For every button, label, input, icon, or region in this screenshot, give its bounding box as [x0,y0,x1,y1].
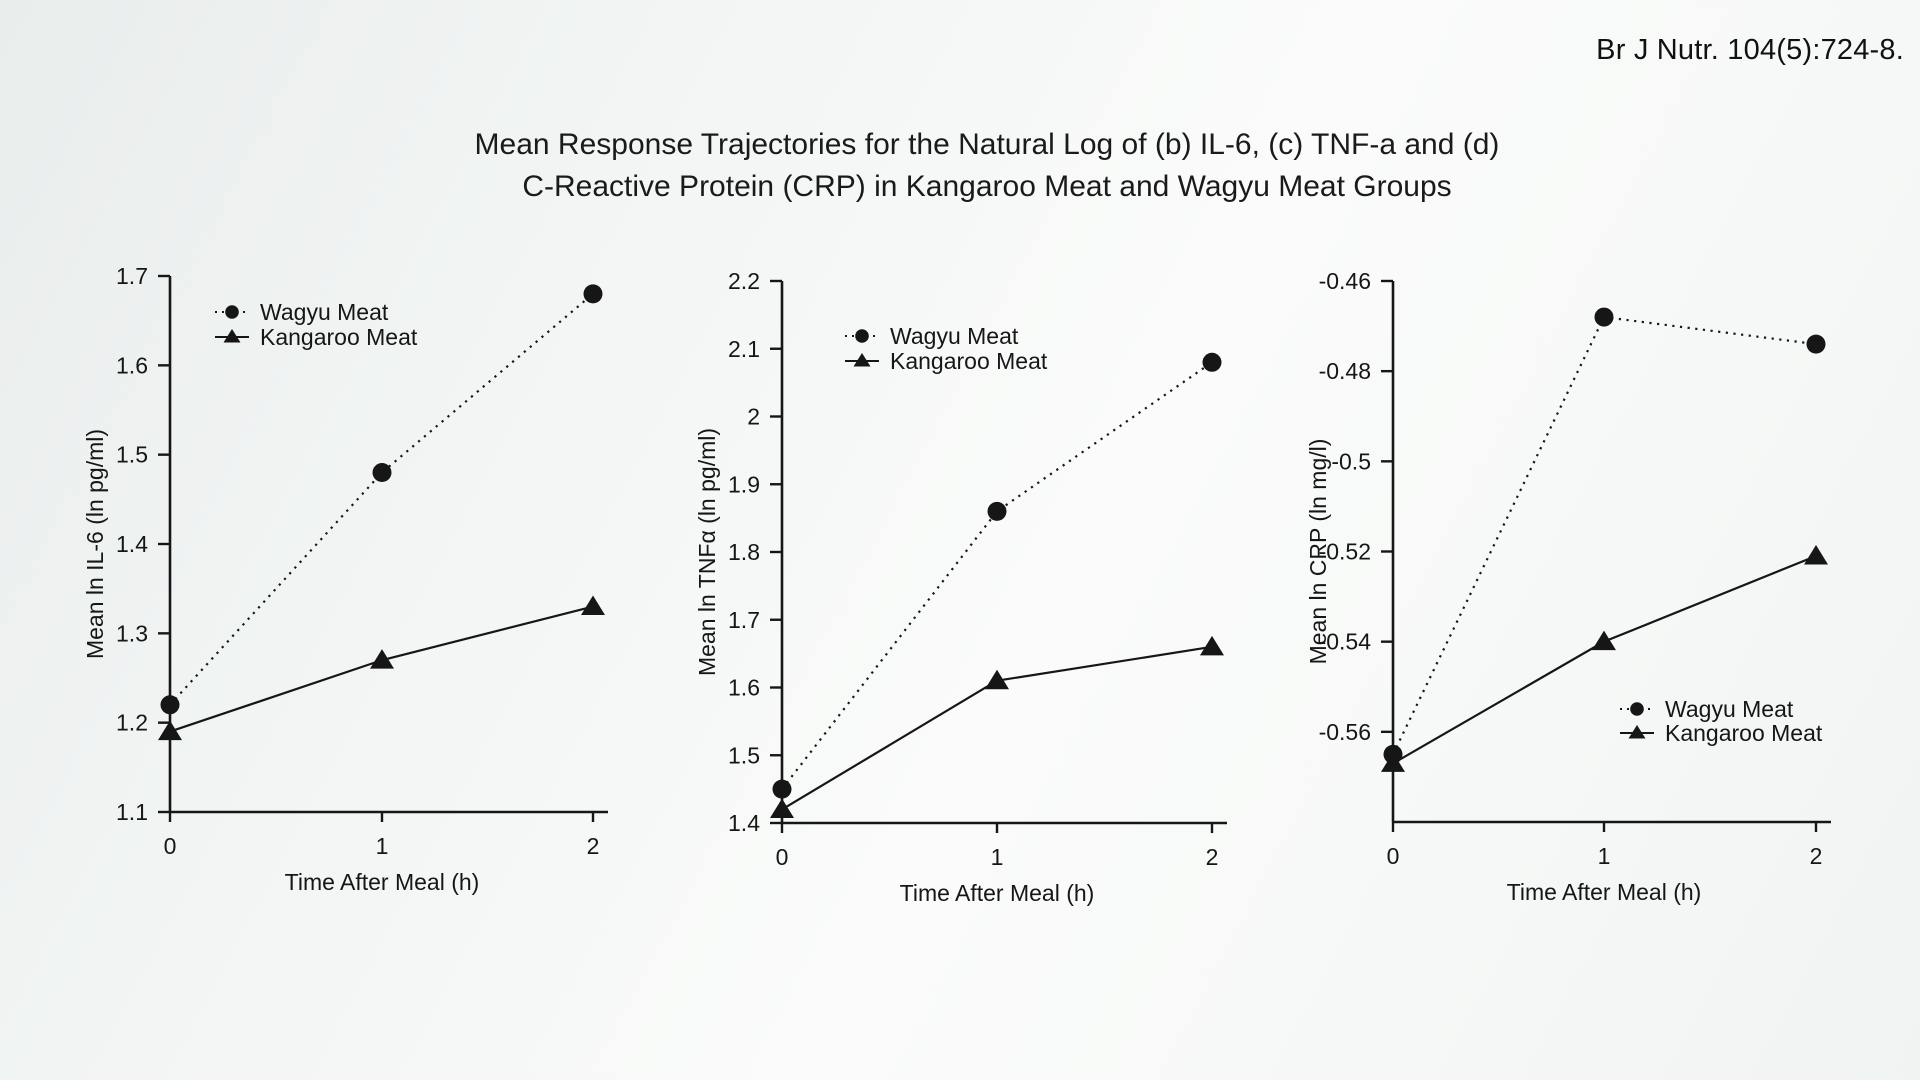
series-line-wagyu [169,293,594,706]
x-tick-label: 2 [587,833,600,859]
data-point-marker-triangle [581,595,605,616]
y-axis-label: Mean ln IL-6 (ln pg/ml) [82,429,108,659]
x-tick-label: 1 [376,833,389,859]
y-tick-label: 1.3 [116,620,148,646]
series-line-kangaroo [169,605,594,733]
data-point-marker-triangle [985,669,1009,690]
series-line-wagyu [1392,315,1817,755]
data-point-marker-triangle [1592,630,1616,651]
y-tick-label: 2 [747,404,760,430]
y-tick-label: 1.5 [116,442,148,468]
citation-text: Br J Nutr. 104(5):724-8. [1596,34,1904,66]
y-tick-label: 1.4 [728,810,760,836]
x-tick-label: 1 [1598,843,1611,869]
x-tick-label: 0 [1387,843,1400,869]
y-tick-label: 1.2 [116,710,148,736]
x-tick-label: 2 [1810,843,1823,869]
y-tick-label: 1.9 [728,471,760,497]
data-point-marker-circle [372,463,392,483]
y-tick-label: -0.56 [1319,719,1371,745]
chart-crp: -0.46 -0.48 -0.5 -0.52 -0.54 -0.56 0 1 2 Time Aft… [1305,268,1831,905]
data-point-marker-circle [1806,334,1826,354]
data-point-marker-triangle [1381,752,1405,772]
data-point-marker-triangle [370,649,394,669]
legend-label: Kangaroo Meat [260,324,418,350]
data-point-marker-circle [855,329,869,343]
x-tick-label: 2 [1206,844,1219,870]
series-line-wagyu [781,361,1213,790]
data-point-marker-triangle [853,353,871,367]
data-point-marker-circle [772,779,792,799]
data-point-marker-circle [1202,352,1222,372]
x-axis-label: Time After Meal (h) [285,869,480,895]
y-tick-label: 2.1 [728,336,760,362]
data-point-marker-triangle [1628,725,1646,739]
data-point-marker-triangle [1804,545,1828,565]
figure-title: Mean Response Trajectories for the Natur… [27,124,1920,208]
chart-il6: 1.1 1.2 1.3 1.4 1.5 1.6 1.7 0 1 2 Time After Meal … [82,263,608,895]
legend-label: Wagyu Meat [890,323,1019,349]
data-point-marker-circle [225,305,239,319]
x-tick-label: 0 [776,844,789,870]
figure-title-line2: C-Reactive Protein (CRP) in Kangaroo Mea… [522,170,1452,203]
data-point-marker-triangle [1200,635,1224,656]
data-point-marker-circle [160,695,180,715]
legend-label: Wagyu Meat [1665,696,1794,722]
y-tick-label: -0.48 [1319,358,1371,384]
y-axis-label: Mean ln CRP (ln mg/l) [1305,439,1331,665]
y-tick-label: 1.4 [116,531,148,557]
y-tick-label: 1.1 [116,799,148,825]
data-point-marker-triangle [158,720,182,741]
legend-label: Wagyu Meat [260,299,389,325]
y-tick-label: 2.2 [728,268,760,294]
y-tick-label: -0.46 [1319,268,1371,294]
data-point-marker-triangle [223,329,241,343]
y-tick-label: 1.7 [728,607,760,633]
chart-tnf: 1.4 1.5 1.6 1.7 1.8 1.9 2 2.1 2.2 0 1 2 Time After M… [694,268,1227,906]
y-tick-label: 1.5 [728,742,760,768]
y-tick-label: 1.7 [116,263,148,289]
y-tick-label: -0.52 [1319,539,1371,565]
y-tick-label: 1.8 [728,539,760,565]
data-point-marker-circle [583,284,603,304]
legend-label: Kangaroo Meat [1665,720,1823,746]
y-tick-label: -0.5 [1331,448,1371,474]
data-point-marker-circle [1630,702,1644,716]
x-axis-label: Time After Meal (h) [1507,879,1702,905]
x-tick-label: 0 [164,833,177,859]
x-tick-label: 1 [991,844,1004,870]
data-point-marker-circle [1594,307,1614,327]
x-axis-label: Time After Meal (h) [900,880,1095,906]
y-tick-label: -0.54 [1319,629,1372,655]
legend-label: Kangaroo Meat [890,348,1048,374]
y-tick-label: 1.6 [728,675,760,701]
data-point-marker-triangle [770,798,794,818]
y-tick-label: 1.6 [116,352,148,378]
y-axis-label: Mean ln TNFα (ln pg/ml) [694,428,720,676]
data-point-marker-circle [987,501,1007,521]
figure-title-line1: Mean Response Trajectories for the Natur… [474,128,1500,161]
